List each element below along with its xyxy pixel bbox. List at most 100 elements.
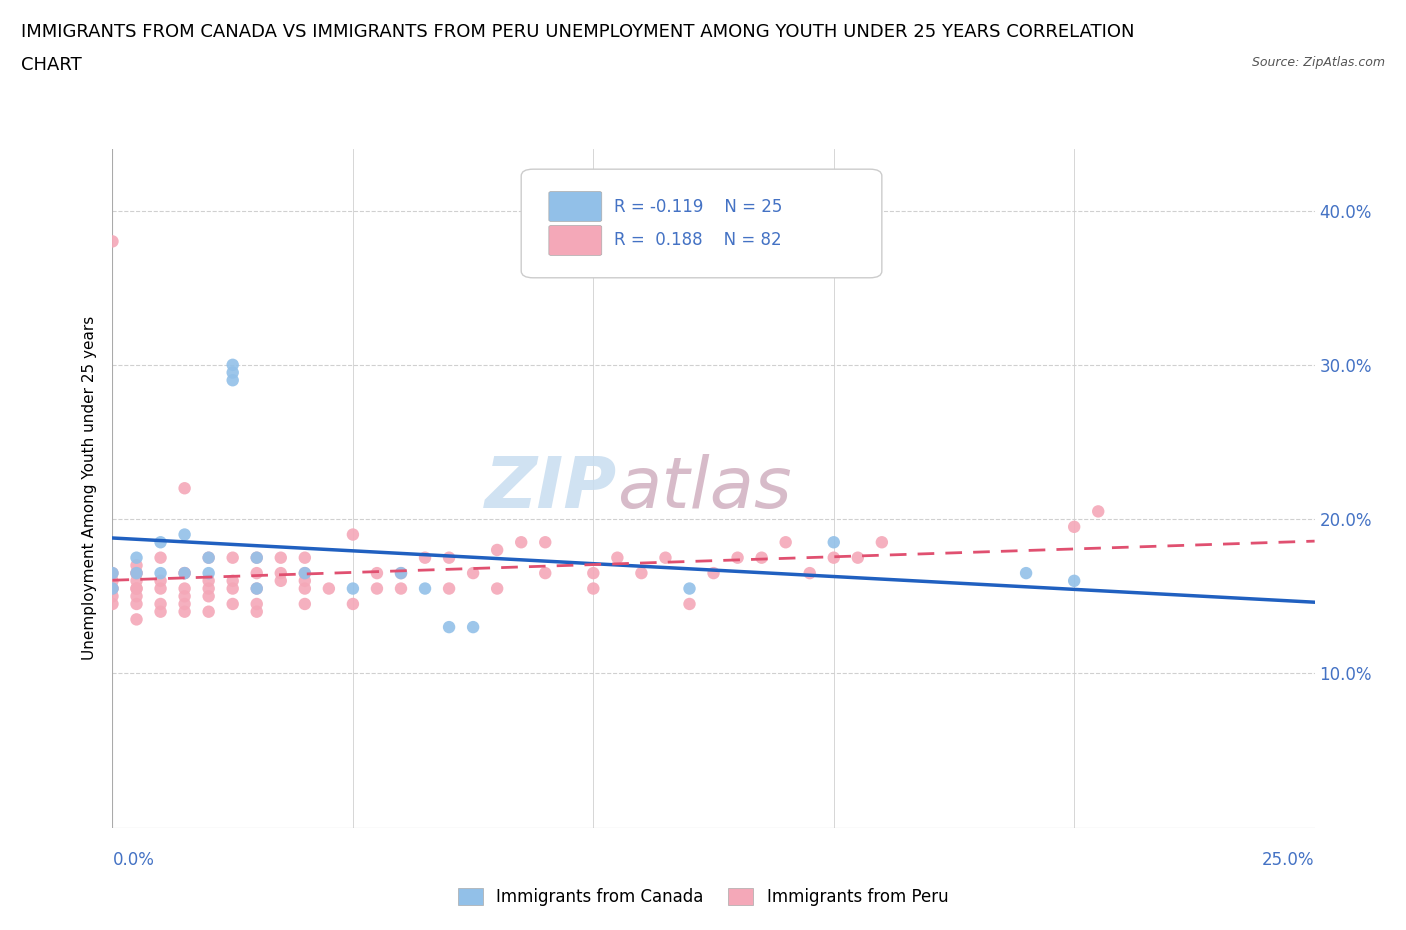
Point [125, 558, 148, 573]
Point [197, 551, 219, 565]
Point [173, 581, 195, 596]
Point [461, 619, 484, 634]
Point [173, 565, 195, 580]
Point [246, 596, 269, 611]
Point [413, 581, 436, 596]
Point [173, 589, 195, 604]
Point [173, 604, 195, 619]
Point [437, 551, 460, 565]
Point [678, 596, 700, 611]
Point [389, 581, 412, 596]
Text: CHART: CHART [21, 56, 82, 73]
Point [222, 551, 245, 565]
Point [173, 565, 195, 580]
Point [222, 574, 245, 589]
Point [222, 357, 245, 372]
Point [678, 581, 700, 596]
Point [1087, 504, 1109, 519]
Point [294, 565, 316, 580]
Point [197, 565, 219, 580]
Point [149, 604, 172, 619]
Point [125, 565, 148, 580]
Point [823, 535, 845, 550]
Point [294, 551, 316, 565]
Point [246, 551, 269, 565]
Point [486, 542, 509, 557]
Point [197, 574, 219, 589]
Point [101, 589, 124, 604]
Point [751, 551, 773, 565]
Point [197, 551, 219, 565]
Point [342, 581, 364, 596]
Point [318, 581, 340, 596]
FancyBboxPatch shape [548, 225, 602, 256]
Point [582, 565, 605, 580]
Point [246, 551, 269, 565]
Point [342, 596, 364, 611]
Point [246, 581, 269, 596]
Point [1063, 519, 1085, 534]
Point [1015, 565, 1038, 580]
Point [294, 581, 316, 596]
FancyBboxPatch shape [548, 192, 602, 221]
Point [125, 612, 148, 627]
Text: ZIP: ZIP [485, 454, 617, 523]
Text: Source: ZipAtlas.com: Source: ZipAtlas.com [1251, 56, 1385, 69]
Point [197, 589, 219, 604]
Point [125, 589, 148, 604]
Point [101, 574, 124, 589]
Point [173, 596, 195, 611]
Text: 25.0%: 25.0% [1263, 851, 1315, 869]
Point [510, 535, 533, 550]
Point [149, 574, 172, 589]
Point [101, 565, 124, 580]
Point [775, 535, 797, 550]
Point [606, 551, 628, 565]
Point [101, 581, 124, 596]
Point [125, 581, 148, 596]
Point [125, 596, 148, 611]
Point [125, 565, 148, 580]
Point [101, 581, 124, 596]
Point [173, 481, 195, 496]
Legend: Immigrants from Canada, Immigrants from Peru: Immigrants from Canada, Immigrants from … [451, 881, 955, 912]
Point [222, 581, 245, 596]
Point [246, 604, 269, 619]
Point [173, 565, 195, 580]
Point [823, 551, 845, 565]
Point [486, 581, 509, 596]
Point [270, 565, 292, 580]
Point [101, 581, 124, 596]
Point [366, 565, 388, 580]
Point [149, 551, 172, 565]
Text: 0.0%: 0.0% [112, 851, 155, 869]
Y-axis label: Unemployment Among Youth under 25 years: Unemployment Among Youth under 25 years [82, 316, 97, 660]
Point [222, 365, 245, 380]
Point [630, 565, 652, 580]
Point [437, 619, 460, 634]
Text: IMMIGRANTS FROM CANADA VS IMMIGRANTS FROM PERU UNEMPLOYMENT AMONG YOUTH UNDER 25: IMMIGRANTS FROM CANADA VS IMMIGRANTS FRO… [21, 23, 1135, 41]
Point [294, 574, 316, 589]
Text: atlas: atlas [617, 454, 792, 523]
Point [437, 581, 460, 596]
Point [534, 565, 557, 580]
Point [799, 565, 821, 580]
Point [222, 373, 245, 388]
Point [270, 574, 292, 589]
Text: R =  0.188    N = 82: R = 0.188 N = 82 [614, 232, 782, 249]
Text: R = -0.119    N = 25: R = -0.119 N = 25 [614, 197, 782, 216]
Point [125, 551, 148, 565]
Point [222, 596, 245, 611]
Point [125, 565, 148, 580]
Point [461, 565, 484, 580]
Point [246, 581, 269, 596]
Point [654, 551, 676, 565]
Point [101, 234, 124, 249]
Point [149, 596, 172, 611]
Point [389, 565, 412, 580]
Point [534, 535, 557, 550]
Point [413, 551, 436, 565]
Point [727, 551, 749, 565]
Point [846, 551, 869, 565]
Point [101, 565, 124, 580]
